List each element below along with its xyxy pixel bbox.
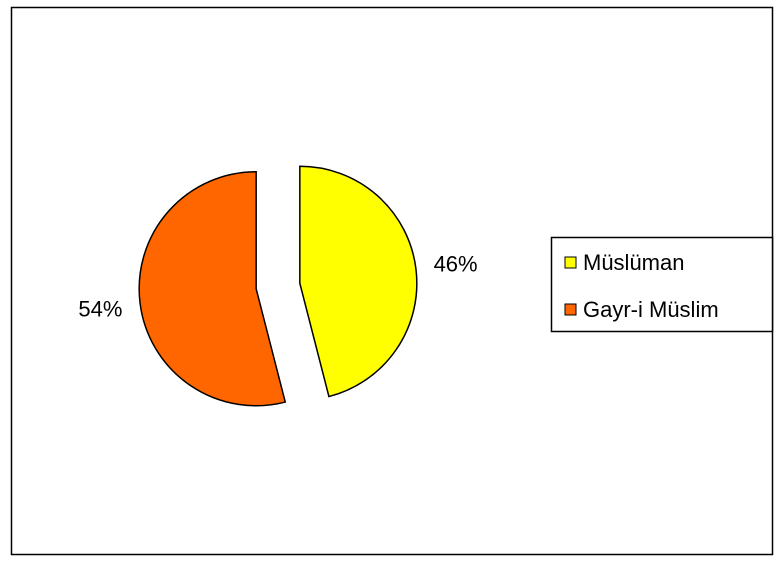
data-label-muslim: 46% <box>434 252 478 277</box>
legend: Müslüman Gayr-i Müslim <box>550 236 774 333</box>
data-label-non-muslim: 54% <box>78 296 122 321</box>
pie-slices <box>138 165 418 407</box>
legend-box <box>550 236 774 333</box>
legend-swatch-muslim <box>564 256 577 269</box>
data-labels: 46% 54% <box>78 252 477 322</box>
legend-swatch-non-muslim <box>564 303 577 316</box>
pie-slice-muslim <box>299 165 418 398</box>
legend-label-muslim: Müslüman <box>583 250 684 275</box>
pie-slice-non-muslim <box>138 171 287 407</box>
legend-label-non-muslim: Gayr-i Müslim <box>583 297 719 322</box>
